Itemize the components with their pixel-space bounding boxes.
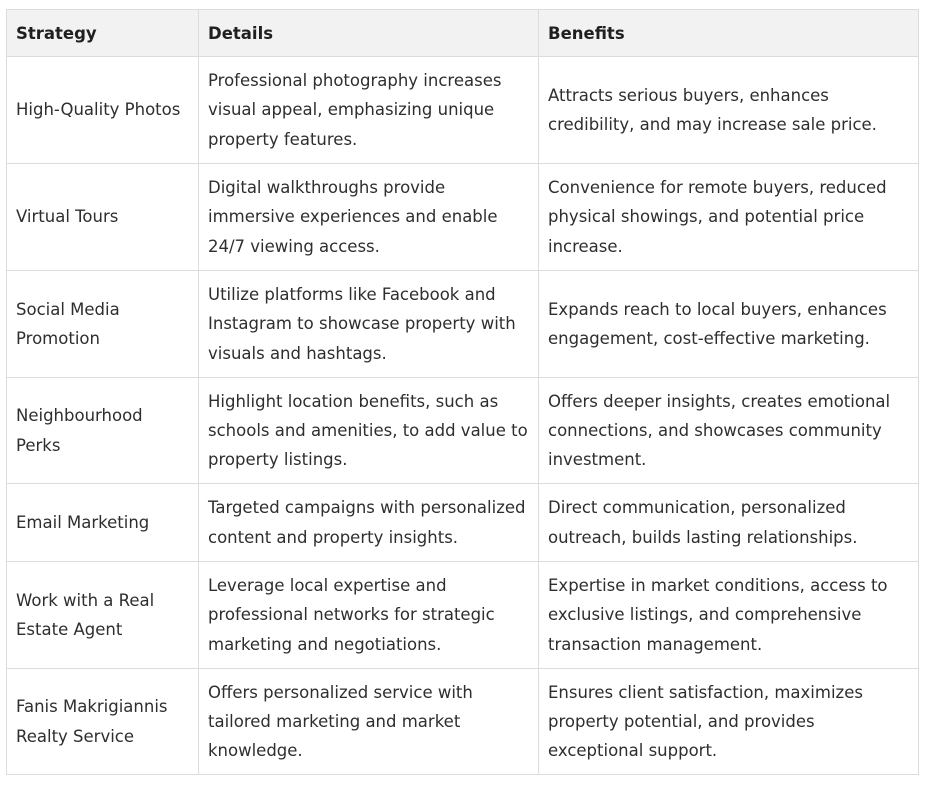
benefits-cell: Offers deeper insights, creates emotiona… bbox=[538, 377, 919, 484]
strategy-cell: Fanis Makrigiannis Realty Service bbox=[6, 668, 199, 775]
details-cell: Offers personalized service with tailore… bbox=[198, 668, 539, 775]
table-row: Social Media Promotion Utilize platforms… bbox=[6, 270, 919, 378]
table-row: High-Quality Photos Professional photogr… bbox=[6, 56, 919, 164]
strategy-cell: Email Marketing bbox=[6, 483, 199, 562]
table-body: High-Quality Photos Professional photogr… bbox=[6, 56, 919, 775]
table-row: Email Marketing Targeted campaigns with … bbox=[6, 483, 919, 562]
details-cell: Utilize platforms like Facebook and Inst… bbox=[198, 270, 539, 378]
strategy-cell: Work with a Real Estate Agent bbox=[6, 561, 199, 669]
strategy-cell: Virtual Tours bbox=[6, 163, 199, 271]
strategy-table: Strategy Details Benefits High-Quality P… bbox=[6, 9, 919, 775]
benefits-cell: Expertise in market conditions, access t… bbox=[538, 561, 919, 669]
header-benefits: Benefits bbox=[538, 9, 919, 57]
table-row: Virtual Tours Digital walkthroughs provi… bbox=[6, 163, 919, 271]
details-cell: Professional photography increases visua… bbox=[198, 56, 539, 164]
header-strategy: Strategy bbox=[6, 9, 199, 57]
header-row: Strategy Details Benefits bbox=[6, 9, 919, 57]
details-cell: Digital walkthroughs provide immersive e… bbox=[198, 163, 539, 271]
table-row: Neighbourhood Perks Highlight location b… bbox=[6, 377, 919, 484]
benefits-cell: Convenience for remote buyers, reduced p… bbox=[538, 163, 919, 271]
strategy-cell: High-Quality Photos bbox=[6, 56, 199, 164]
details-cell: Targeted campaigns with personalized con… bbox=[198, 483, 539, 562]
header-details: Details bbox=[198, 9, 539, 57]
strategy-cell: Social Media Promotion bbox=[6, 270, 199, 378]
strategy-cell: Neighbourhood Perks bbox=[6, 377, 199, 484]
details-cell: Highlight location benefits, such as sch… bbox=[198, 377, 539, 484]
benefits-cell: Ensures client satisfaction, maximizes p… bbox=[538, 668, 919, 775]
benefits-cell: Expands reach to local buyers, enhances … bbox=[538, 270, 919, 378]
table-row: Work with a Real Estate Agent Leverage l… bbox=[6, 561, 919, 669]
details-cell: Leverage local expertise and professiona… bbox=[198, 561, 539, 669]
strategy-table-container: Strategy Details Benefits High-Quality P… bbox=[6, 9, 919, 775]
table-header: Strategy Details Benefits bbox=[6, 9, 919, 57]
benefits-cell: Attracts serious buyers, enhances credib… bbox=[538, 56, 919, 164]
table-row: Fanis Makrigiannis Realty Service Offers… bbox=[6, 668, 919, 775]
benefits-cell: Direct communication, personalized outre… bbox=[538, 483, 919, 562]
